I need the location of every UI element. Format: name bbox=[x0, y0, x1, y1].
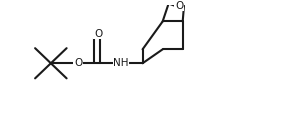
Text: O: O bbox=[94, 29, 102, 39]
Text: O: O bbox=[175, 1, 183, 11]
Text: NH: NH bbox=[113, 58, 129, 68]
Text: O: O bbox=[74, 58, 82, 68]
